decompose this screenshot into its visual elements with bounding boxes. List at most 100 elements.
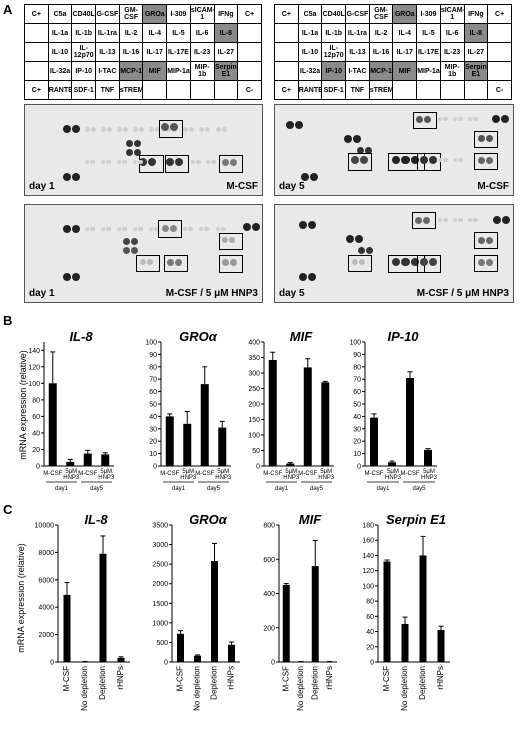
x-tick-label: Depletion	[310, 666, 319, 700]
blot-spot	[420, 258, 428, 266]
y-tick-label: 350	[248, 355, 260, 362]
grid-cell: IL-6	[439, 23, 465, 43]
blot-spot	[148, 126, 154, 132]
y-tick-label: 20	[149, 439, 157, 446]
highlight-box	[348, 255, 372, 272]
y-tick-label: 100	[145, 340, 157, 347]
x-tick-label: M-CSF	[62, 666, 71, 691]
blot-spot	[72, 273, 80, 281]
blot-spot	[229, 158, 237, 166]
grid-cell	[392, 80, 418, 100]
x-tick-label: 5μM	[100, 469, 112, 475]
blot-condition-label: M-CSF	[226, 181, 258, 192]
blot-spot	[423, 115, 431, 123]
y-tick-label: 300	[248, 371, 260, 378]
blot-spot	[458, 217, 463, 223]
y-tick-label: 100	[362, 583, 374, 590]
blot-spot	[360, 156, 368, 164]
x-tick-label: Depletion	[210, 666, 219, 700]
blot-spot	[161, 123, 169, 131]
y-tick-label: 250	[248, 386, 260, 393]
y-tick-label: 1000	[152, 620, 168, 627]
bar	[117, 657, 125, 662]
y-tick-label: 1500	[152, 601, 168, 608]
blot-spot	[138, 226, 143, 232]
y-tick-label: 80	[366, 599, 374, 606]
group-label: day1	[275, 486, 289, 492]
y-tick-label: 4000	[38, 605, 54, 612]
x-tick-label: M-CSF	[298, 471, 317, 477]
bar	[165, 416, 174, 466]
blot-spot	[84, 159, 90, 165]
grid-cell: IL-10	[297, 42, 323, 62]
grid-cell: Serpin E1	[213, 61, 239, 81]
blot-spot	[100, 226, 106, 232]
y-tick-label: 0	[153, 464, 157, 471]
bar	[48, 383, 57, 466]
x-tick-label: M-CSF	[78, 471, 97, 477]
x-tick-label: M-CSF	[401, 471, 420, 477]
bar	[183, 423, 192, 466]
grid-cell: G-CSF	[345, 4, 370, 24]
blot-spot	[132, 159, 138, 165]
x-tick-label: M-CSF	[160, 471, 179, 477]
y-tick-label: 30	[149, 426, 157, 433]
x-tick-label: M-CSF	[195, 471, 214, 477]
grid-cell: IP-10	[71, 61, 97, 81]
grid-cell: IL-1ra	[95, 23, 120, 43]
grid-cell: sTREM	[368, 80, 394, 100]
grid-row: IL-32a IP-10 I-TAC MCP-1 MIF MIP-1a MIP-1b Serp…	[274, 61, 512, 81]
bar	[383, 561, 391, 662]
highlight-box	[474, 232, 498, 249]
bar	[200, 384, 209, 466]
blot-spot	[452, 157, 458, 163]
x-tick-label: HNP3	[385, 475, 402, 481]
blot-spot	[175, 158, 183, 166]
y-tick-label: 400	[263, 591, 275, 598]
blot-spot	[100, 159, 106, 165]
y-tick-label: 0	[36, 464, 40, 471]
blot-spot	[122, 126, 128, 132]
blot-spot	[161, 224, 169, 232]
x-tick-label: M-CSF	[176, 666, 185, 691]
highlight-box	[159, 120, 183, 138]
blot-spot	[420, 156, 428, 164]
grid-cell: C+	[237, 4, 262, 24]
bar	[63, 594, 71, 662]
panel-b-ylabel: mRNA expression (relative)	[18, 350, 28, 460]
bar	[99, 553, 107, 662]
y-tick-label: 10	[353, 451, 361, 458]
bar	[218, 427, 227, 466]
grid-cell: GM-CSF	[368, 4, 394, 24]
bar	[401, 623, 409, 662]
x-tick-label: HNP3	[318, 475, 335, 481]
group-label: day1	[172, 486, 186, 492]
y-tick-label: 20	[32, 447, 40, 454]
chart-title: MIF	[299, 512, 322, 527]
y-tick-label: 50	[252, 448, 260, 455]
blot-spot	[502, 216, 510, 224]
blot-spot	[443, 217, 448, 223]
blot-spot	[198, 226, 204, 232]
blot-day-label: day 5	[279, 288, 305, 299]
grid-row: C+ C5a CD40L G-CSF GM-CSF GROa I-309 sICAM-1 IFN…	[24, 4, 262, 24]
blot-spot	[415, 115, 423, 123]
bar	[321, 382, 330, 466]
blot-spot	[106, 226, 111, 232]
blot-spot	[138, 126, 144, 132]
y-tick-label: 100	[349, 340, 361, 347]
blot-spot	[402, 156, 410, 164]
grid-cell: IL-12p70	[321, 42, 347, 62]
y-tick-label: 500	[156, 640, 168, 647]
group-label: day1	[55, 486, 69, 492]
highlight-box	[417, 153, 441, 171]
x-tick-label: HNP3	[215, 475, 232, 481]
grid-cell: IL-1a	[47, 23, 73, 43]
grid-row: C+ C5a CD40L G-CSF GM-CSF GROa I-309 sICAM-1 IFN…	[274, 4, 512, 24]
y-tick-label: 2000	[38, 632, 54, 639]
x-tick-label: rHNPs	[436, 666, 445, 690]
x-tick-label: M-CSF	[382, 666, 391, 691]
blot-spot	[182, 226, 188, 232]
blot-spot	[221, 126, 227, 132]
